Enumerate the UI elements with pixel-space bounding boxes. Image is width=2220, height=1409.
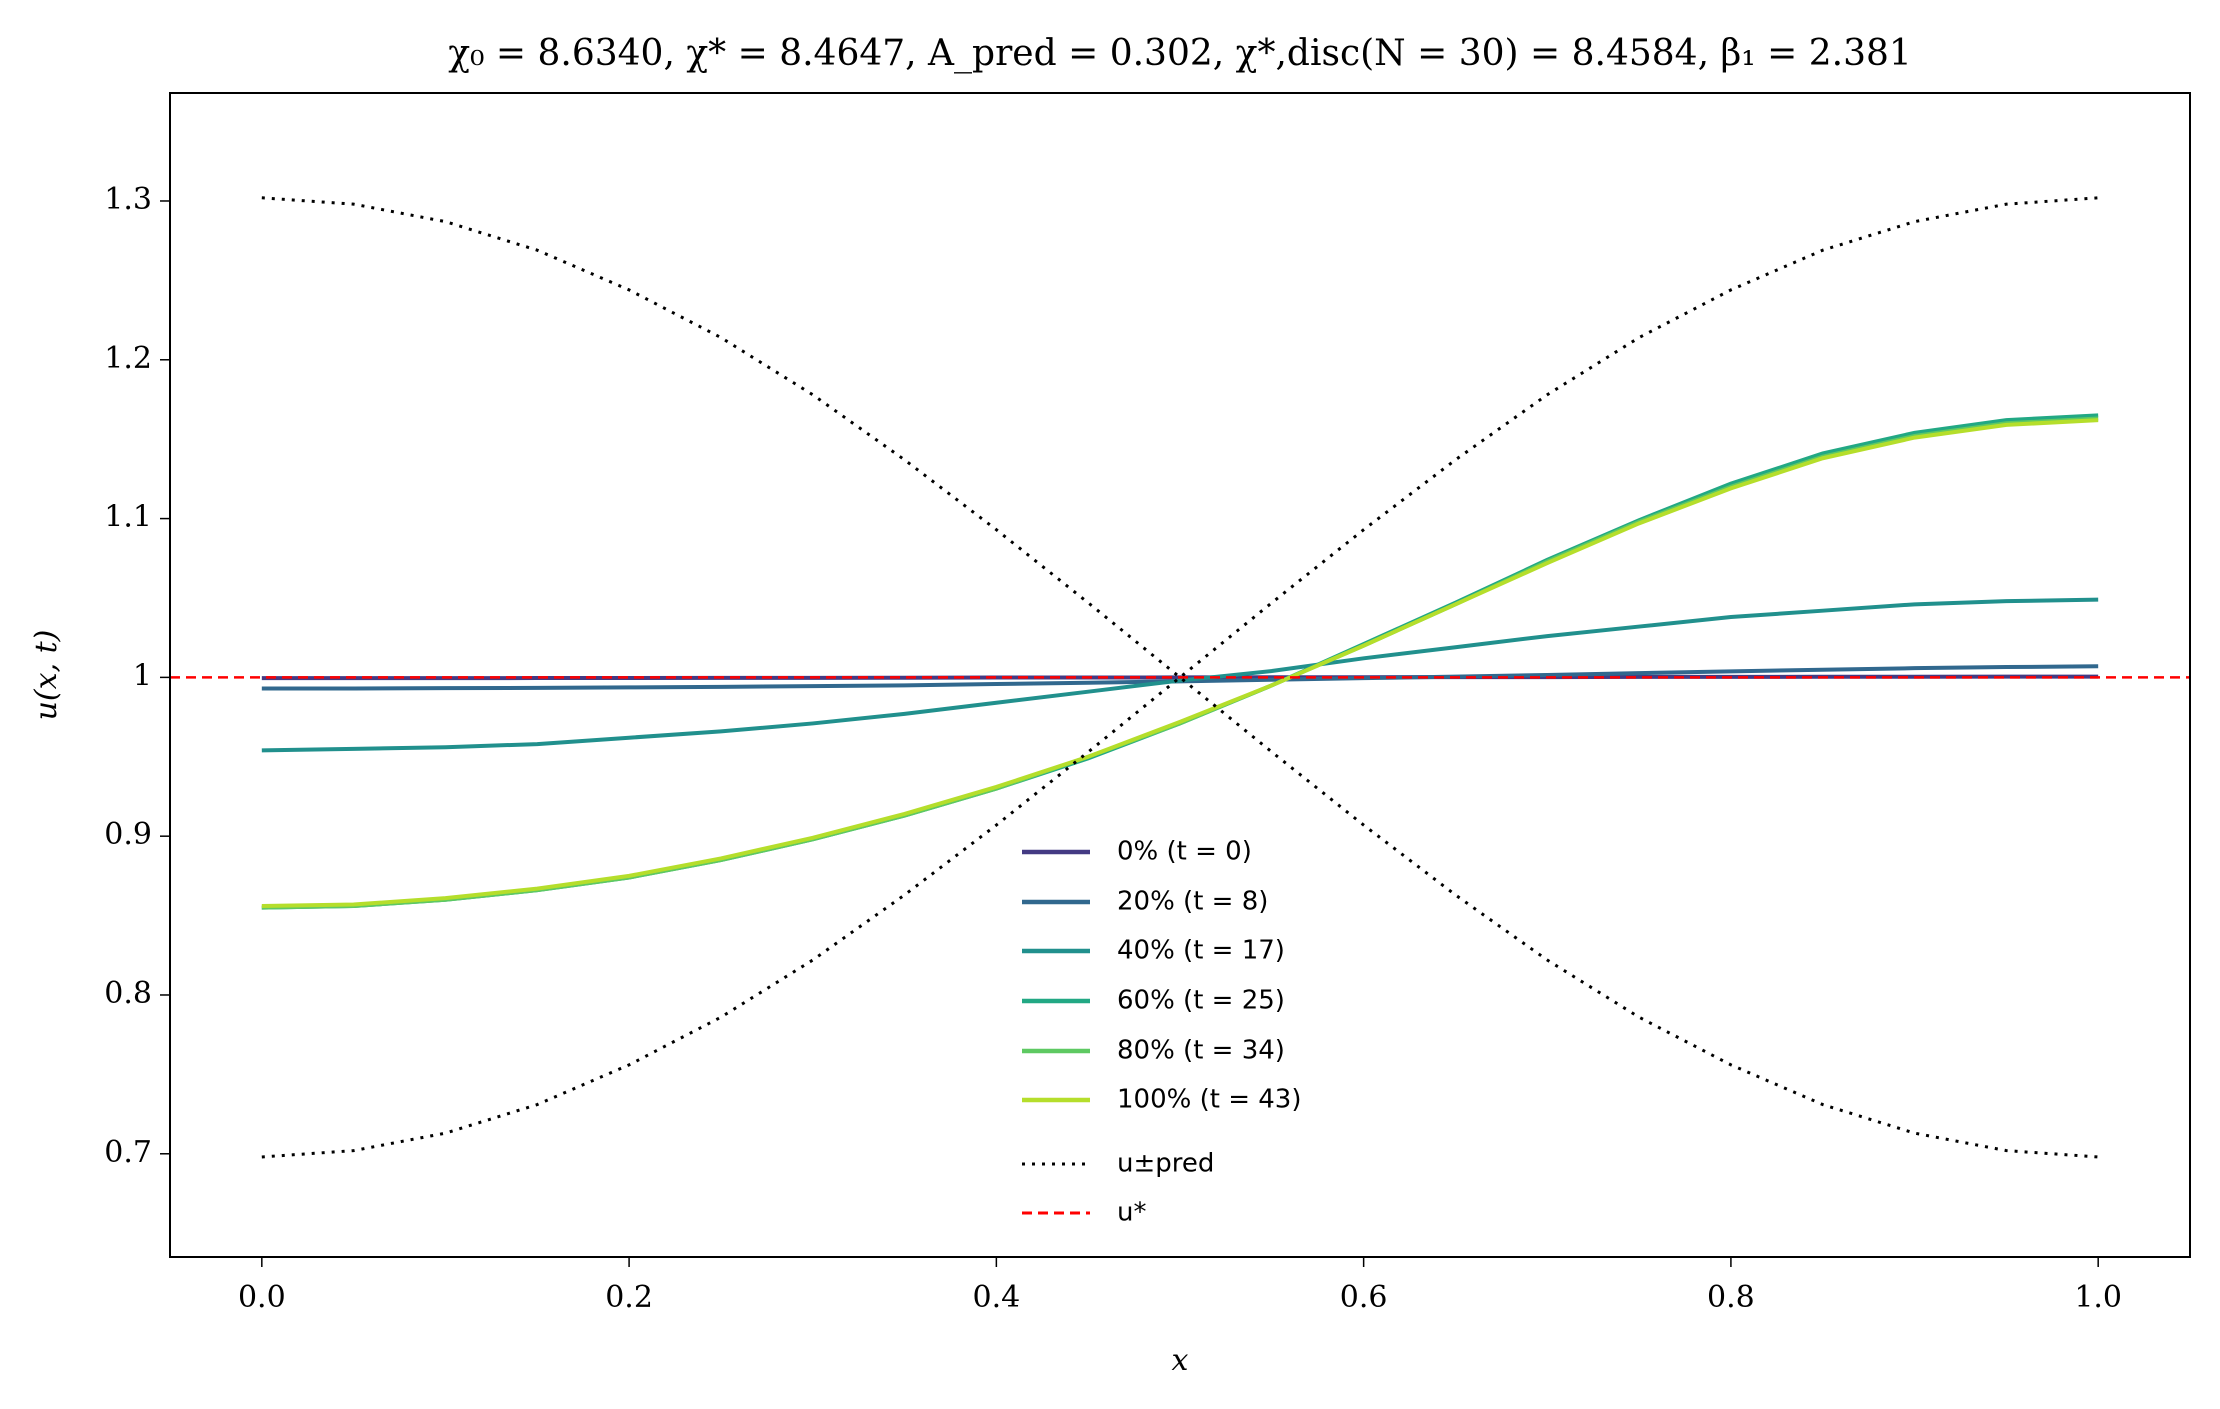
chart-title: χ₀ = 8.6340, χ* = 8.4647, A_pred = 0.302… — [448, 33, 1912, 74]
y-tick-label: 1.2 — [104, 341, 152, 376]
x-axis-label: x — [1172, 1343, 1189, 1378]
legend-label: 20% (t = 8) — [1117, 887, 1268, 917]
y-tick-label: 0.9 — [104, 817, 152, 852]
legend-label: 0% (t = 0) — [1117, 837, 1252, 867]
legend-label: 40% (t = 17) — [1117, 936, 1285, 966]
legend-label: u* — [1117, 1198, 1146, 1228]
x-tick-label: 0.2 — [605, 1280, 653, 1315]
x-tick-label: 0.0 — [238, 1280, 286, 1315]
x-tick-label: 1.0 — [2074, 1280, 2122, 1315]
y-axis-label: u(x, t) — [29, 630, 64, 721]
legend-label: 100% (t = 43) — [1117, 1085, 1301, 1115]
series-line — [261, 418, 2099, 909]
x-tick-label: 0.8 — [1707, 1280, 1755, 1315]
x-tick-label: 0.4 — [973, 1280, 1021, 1315]
series-line — [261, 413, 2099, 910]
legend-label: u±pred — [1117, 1149, 1214, 1179]
legend-label: 60% (t = 25) — [1117, 986, 1285, 1016]
y-tick-label: 0.7 — [104, 1135, 152, 1170]
legend-label: 80% (t = 34) — [1117, 1036, 1285, 1066]
y-tick-label: 1 — [133, 658, 152, 693]
x-tick-label: 0.6 — [1340, 1280, 1388, 1315]
y-tick-label: 1.3 — [104, 182, 152, 217]
series-line — [261, 597, 2099, 753]
plot-frame — [169, 92, 2191, 1258]
y-tick-label: 1.1 — [104, 500, 152, 535]
series-line — [261, 416, 2099, 910]
y-tick-label: 0.8 — [104, 976, 152, 1011]
